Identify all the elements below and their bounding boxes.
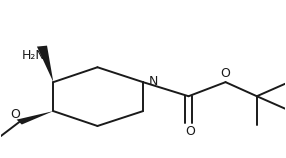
Polygon shape bbox=[37, 46, 53, 82]
Text: N: N bbox=[149, 75, 158, 88]
Polygon shape bbox=[17, 111, 53, 125]
Text: O: O bbox=[185, 125, 195, 138]
Text: O: O bbox=[11, 107, 21, 121]
Text: O: O bbox=[221, 67, 231, 80]
Text: H₂N: H₂N bbox=[21, 49, 45, 62]
